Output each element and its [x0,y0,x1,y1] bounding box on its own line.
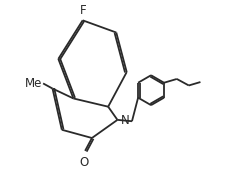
Text: F: F [80,4,86,17]
Text: Me: Me [24,77,42,90]
Text: N: N [121,114,129,127]
Text: O: O [79,156,88,169]
